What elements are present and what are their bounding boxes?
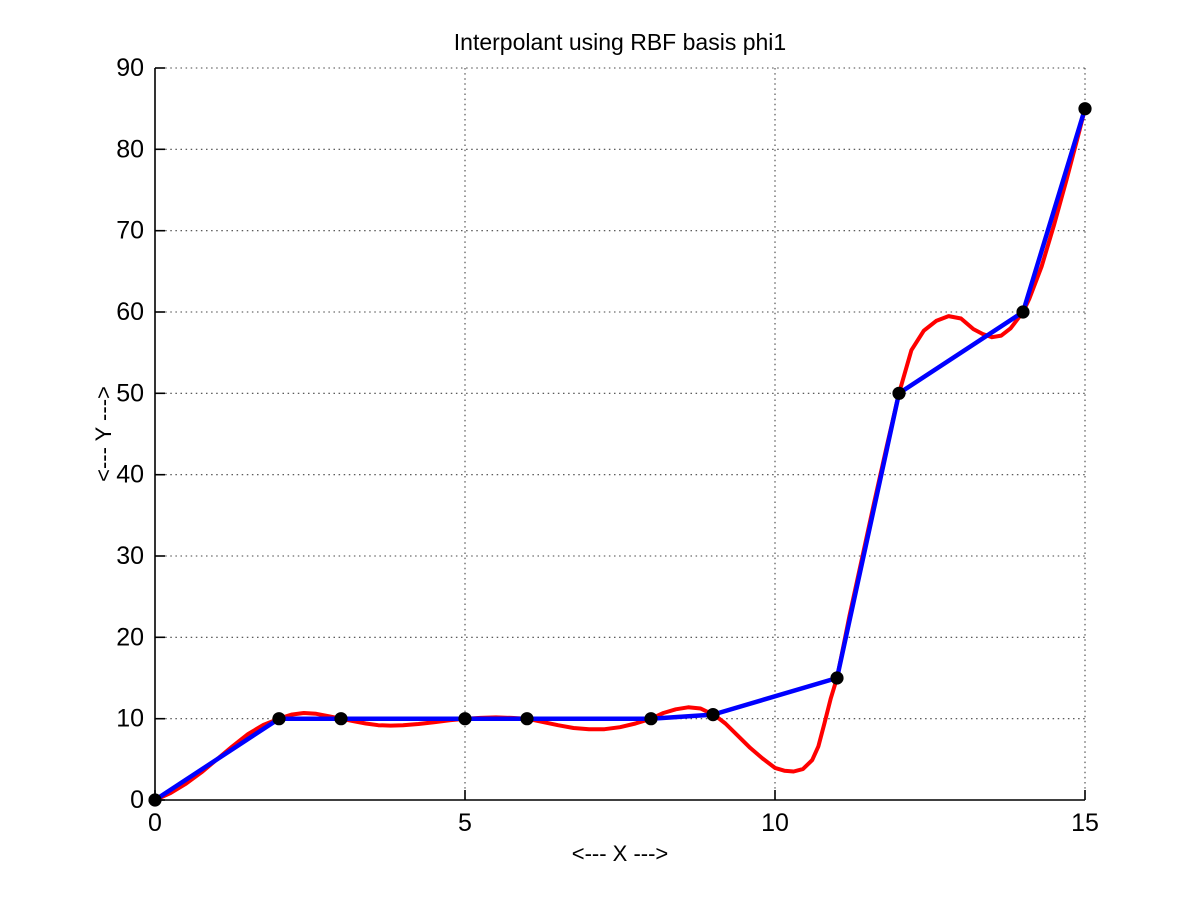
data-point bbox=[148, 793, 162, 807]
y-tick-label: 70 bbox=[116, 217, 144, 245]
axes bbox=[154, 67, 1086, 801]
data-point bbox=[830, 671, 844, 685]
data-point bbox=[1078, 102, 1092, 116]
chart-title: Interpolant using RBF basis phi1 bbox=[453, 29, 787, 55]
tick-labels: 0 10 20 30 40 50 60 70 80 90 0 5 10 15 bbox=[116, 54, 1099, 837]
data-point bbox=[644, 712, 658, 726]
rbf-curve-line bbox=[153, 106, 1087, 802]
data-point bbox=[458, 712, 472, 726]
x-tick-label: 0 bbox=[148, 809, 162, 837]
data-point bbox=[334, 712, 348, 726]
data-point bbox=[272, 712, 286, 726]
y-tick-label: 20 bbox=[116, 623, 144, 651]
grid-lines bbox=[155, 67, 1086, 800]
y-tick-label: 30 bbox=[116, 542, 144, 570]
y-tick-label: 50 bbox=[116, 379, 144, 407]
data-point bbox=[1016, 305, 1030, 319]
data-point bbox=[706, 708, 720, 722]
data-point bbox=[520, 712, 534, 726]
y-tick-label: 60 bbox=[116, 298, 144, 326]
x-tick-label: 10 bbox=[761, 809, 789, 837]
x-tick-label: 15 bbox=[1071, 809, 1099, 837]
y-tick-label: 0 bbox=[130, 786, 144, 814]
y-tick-label: 10 bbox=[116, 705, 144, 733]
data-point-markers bbox=[148, 102, 1092, 807]
x-axis-label: <--- X ---> bbox=[571, 841, 669, 866]
data-point bbox=[892, 386, 906, 400]
y-tick-label: 40 bbox=[116, 461, 144, 489]
y-tick-label: 80 bbox=[116, 135, 144, 163]
x-tick-label: 5 bbox=[458, 809, 472, 837]
data-series-line bbox=[152, 106, 1088, 803]
y-tick-label: 90 bbox=[116, 54, 144, 82]
